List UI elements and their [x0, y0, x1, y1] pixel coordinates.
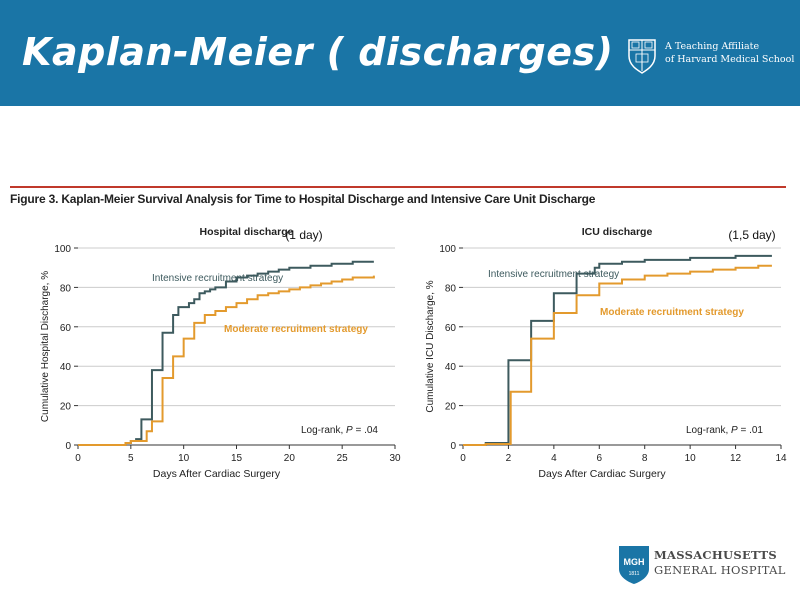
x-axis-label: Days After Cardiac Surgery — [538, 468, 666, 480]
harvard-affiliation-logo: A Teaching Affiliate of Harvard Medical … — [627, 38, 794, 78]
x-tick-label: 0 — [460, 453, 466, 464]
x-tick-label: 10 — [178, 453, 190, 464]
x-tick-label: 6 — [597, 453, 603, 464]
log-rank-p: P — [346, 425, 353, 436]
log-rank-value: = .01 — [738, 425, 764, 436]
title-banner: Kaplan-Meier ( discharges) A Teaching Af… — [0, 0, 800, 106]
log-rank-stat: Log-rank, P = .01 — [686, 425, 763, 436]
y-axis-label: Cumulative Hospital Discharge, % — [40, 271, 51, 422]
x-tick-label: 20 — [284, 453, 296, 464]
mgh-badge-year: 1811 — [629, 571, 640, 577]
harvard-affiliation-text: A Teaching Affiliate of Harvard Medical … — [665, 40, 794, 66]
log-rank-value: = .04 — [353, 425, 379, 436]
x-tick-label: 8 — [642, 453, 648, 464]
log-rank-stat: Log-rank, P = .04 — [301, 425, 378, 436]
x-tick-label: 4 — [551, 453, 557, 464]
series-line-moderate — [78, 275, 375, 446]
log-rank-p: P — [731, 425, 738, 436]
mgh-logo: MGH 1811 MASSACHUSETTS GENERAL HOSPITAL — [618, 545, 788, 585]
mgh-badge-text: MGH — [624, 557, 645, 567]
x-tick-label: 12 — [730, 453, 742, 464]
y-tick-label: 20 — [445, 402, 457, 413]
y-tick-label: 0 — [450, 441, 456, 452]
chart-title: Hospital discharge — [200, 226, 294, 238]
y-tick-label: 80 — [445, 283, 457, 294]
hospital-name-line-1: MASSACHUSETTS — [654, 548, 777, 562]
hospital-discharge-chart: 0 20 40 60 80 100 0 5 10 15 20 25 30 Days After Cardi… — [40, 226, 401, 480]
series-label-intensive: Intensive recruitment strategy — [152, 273, 283, 284]
x-tick-label: 30 — [389, 453, 401, 464]
slide-title: Kaplan-Meier ( discharges) — [22, 30, 614, 74]
chart-annotation: (1 day) — [285, 228, 322, 242]
series-label-moderate: Moderate recruitment strategy — [600, 307, 744, 318]
affiliation-line-1: A Teaching Affiliate — [665, 41, 760, 52]
icu-discharge-chart: 0 20 40 60 80 100 0 2 4 6 8 10 12 14 Days After Cardia… — [425, 226, 787, 480]
affiliation-line-2: of Harvard Medical School — [665, 54, 795, 65]
series-label-moderate: Moderate recruitment strategy — [224, 324, 368, 335]
x-axis-label: Days After Cardiac Surgery — [153, 468, 281, 480]
y-tick-label: 100 — [54, 244, 71, 255]
mgh-shield-icon: MGH 1811 — [619, 546, 649, 584]
y-tick-label: 60 — [445, 323, 457, 334]
y-tick-label: 20 — [60, 402, 72, 413]
x-tick-label: 14 — [775, 453, 787, 464]
series-line-intensive — [463, 254, 772, 446]
x-tick-label: 5 — [128, 453, 134, 464]
x-tick-label: 2 — [506, 453, 512, 464]
harvard-shield-icon — [628, 39, 656, 74]
figure-caption-rule — [10, 186, 786, 188]
hospital-name-line-2: GENERAL HOSPITAL — [654, 563, 786, 577]
log-rank-prefix: Log-rank, — [686, 425, 731, 436]
y-tick-label: 80 — [60, 283, 72, 294]
y-tick-label: 40 — [445, 362, 457, 373]
chart-title: ICU discharge — [582, 226, 653, 238]
y-tick-label: 100 — [439, 244, 456, 255]
series-line-moderate — [463, 264, 772, 446]
figure-caption: Figure 3. Kaplan-Meier Survival Analysis… — [10, 192, 596, 206]
x-tick-label: 10 — [685, 453, 697, 464]
y-axis-label: Cumulative ICU Discharge, % — [425, 280, 436, 412]
chart-annotation: (1,5 day) — [728, 228, 775, 242]
x-tick-label: 0 — [75, 453, 81, 464]
log-rank-prefix: Log-rank, — [301, 425, 346, 436]
y-tick-label: 40 — [60, 362, 72, 373]
series-line-intensive — [78, 260, 374, 446]
series-label-intensive: Intensive recruitment strategy — [488, 269, 619, 280]
y-tick-label: 60 — [60, 323, 72, 334]
x-tick-label: 25 — [337, 453, 349, 464]
y-tick-label: 0 — [65, 441, 71, 452]
x-tick-label: 15 — [231, 453, 243, 464]
